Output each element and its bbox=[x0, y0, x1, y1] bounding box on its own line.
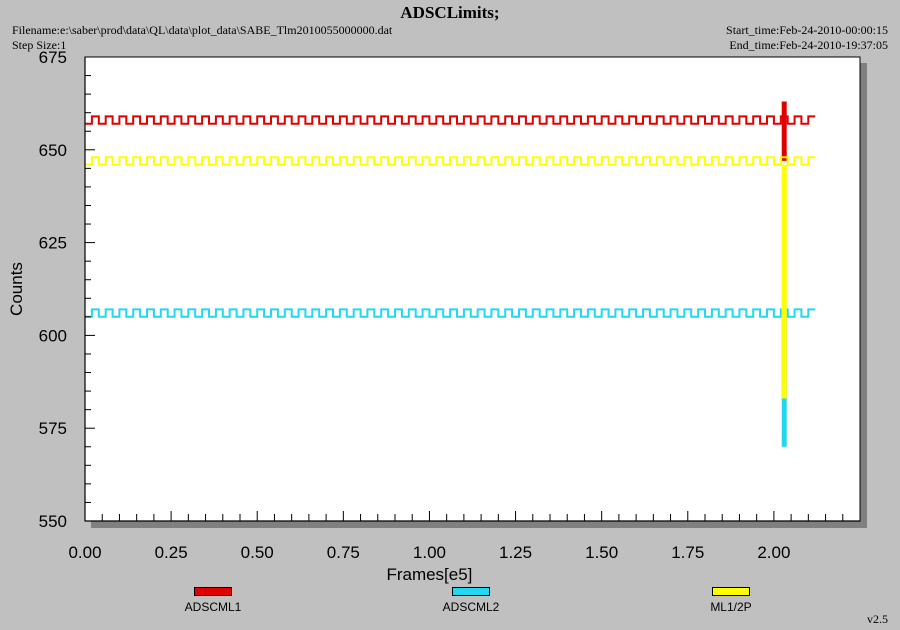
step-size-text: Step Size:1 bbox=[12, 38, 67, 52]
x-tick-label: 1.75 bbox=[671, 543, 704, 562]
x-tick-label: 2.00 bbox=[757, 543, 790, 562]
x-axis-label: Frames[e5] bbox=[386, 565, 472, 584]
x-tick-label: 0.00 bbox=[68, 543, 101, 562]
x-tick-label: 0.25 bbox=[155, 543, 188, 562]
chart-title: ADSCLimits; bbox=[400, 3, 500, 22]
series-layer bbox=[85, 101, 816, 447]
filename-text: Filename:e:\saber\prod\data\QL\data\plot… bbox=[12, 23, 393, 37]
legend-label: ADSCML2 bbox=[442, 600, 500, 614]
legend-swatch bbox=[712, 587, 750, 596]
version-text: v2.5 bbox=[867, 612, 888, 626]
legend-label: ADSCML1 bbox=[184, 600, 242, 614]
plot-area bbox=[84, 56, 861, 522]
x-tick-label: 1.25 bbox=[499, 543, 532, 562]
axes-layer: 550 575 600 625 650 675 0.00 0.25 0.50 0.75 1.00 1.… bbox=[39, 48, 861, 562]
y-axis-label: Counts bbox=[7, 262, 26, 316]
y-tick-label: 675 bbox=[39, 48, 67, 67]
series-line bbox=[85, 115, 816, 125]
x-tick-label: 0.50 bbox=[241, 543, 274, 562]
y-tick-label: 600 bbox=[39, 326, 67, 345]
legend-swatch bbox=[452, 587, 490, 596]
x-tick-label: 1.00 bbox=[413, 543, 446, 562]
y-tick-label: 575 bbox=[39, 419, 67, 438]
x-tick-label: 0.75 bbox=[327, 543, 360, 562]
y-tick-label: 625 bbox=[39, 234, 67, 253]
end-time-text: End_time:Feb-24-2010-19:37:05 bbox=[729, 38, 888, 52]
series-line bbox=[85, 308, 816, 318]
series-line bbox=[85, 156, 816, 166]
legend-swatch bbox=[194, 587, 232, 596]
start-time-text: Start_time:Feb-24-2010-00:00:15 bbox=[726, 23, 888, 37]
legend-label: ML1/2P bbox=[710, 600, 752, 614]
y-tick-label: 650 bbox=[39, 141, 67, 160]
x-tick-label: 1.50 bbox=[585, 543, 618, 562]
y-tick-label: 550 bbox=[39, 512, 67, 531]
